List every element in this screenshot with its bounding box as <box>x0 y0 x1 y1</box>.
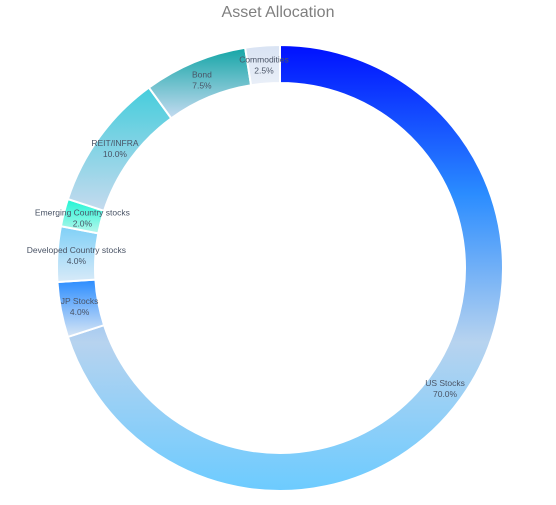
slice-category-label: Developed Country stocks <box>27 245 126 255</box>
slice-commodities[interactable] <box>243 43 281 87</box>
slice-label: US Stocks 70.0% <box>425 378 465 399</box>
slice-value-label: 4.0% <box>67 256 87 266</box>
slice-label: Emerging Country stocks 2.0% <box>35 207 130 228</box>
slice-category-label: Commodities <box>239 55 289 65</box>
slice-value-label: 7.5% <box>192 81 212 91</box>
slice-category-label: JP Stocks <box>61 296 99 306</box>
slice-us-stocks[interactable] <box>66 43 504 492</box>
slice-category-label: REIT/INFRA <box>91 138 139 148</box>
slice-value-label: 70.0% <box>433 389 458 399</box>
slice-category-label: Bond <box>192 70 212 80</box>
slice-label: JP Stocks 4.0% <box>61 296 99 317</box>
slice-category-label: US Stocks <box>425 378 465 388</box>
slice-category-label: Emerging Country stocks <box>35 207 130 217</box>
slice-value-label: 2.0% <box>73 218 93 228</box>
slice-value-label: 4.0% <box>70 307 90 317</box>
chart-title: Asset Allocation <box>221 4 335 21</box>
slice-label: REIT/INFRA 10.0% <box>91 138 139 159</box>
slice-value-label: 2.5% <box>254 66 274 76</box>
slice-value-label: 10.0% <box>103 149 128 159</box>
slice-label: Commodities 2.5% <box>239 55 289 76</box>
slice-label: Developed Country stocks 4.0% <box>27 245 126 266</box>
slice-label: Bond 7.5% <box>192 70 212 91</box>
